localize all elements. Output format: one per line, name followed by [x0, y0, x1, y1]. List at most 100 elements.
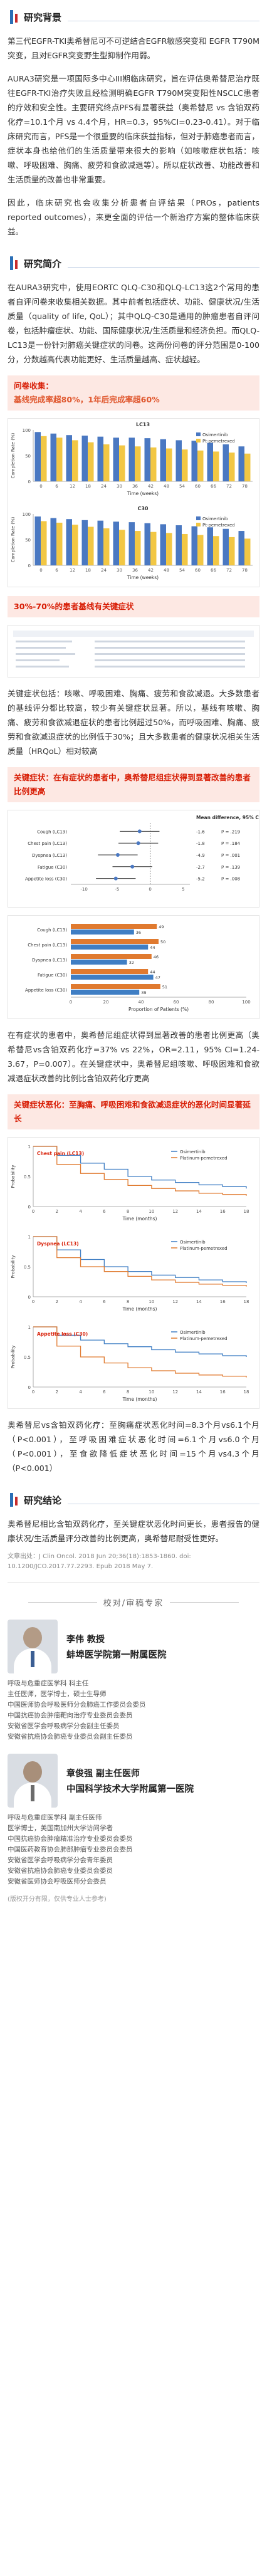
data-label: 50	[160, 940, 165, 945]
series-line	[33, 1146, 247, 1189]
section-rule	[68, 266, 259, 268]
bar	[175, 440, 182, 481]
tick-label: 18	[85, 568, 91, 573]
bar	[113, 521, 119, 565]
category-label: Dyspnea (LC13)	[32, 958, 67, 963]
data-label: 32	[129, 960, 134, 965]
p-value-label: P = .219	[221, 829, 240, 834]
tick-label: 6	[103, 1390, 106, 1395]
section-title: 研究背景	[24, 11, 62, 23]
chart-title: Appetite loss (C30)	[37, 1331, 88, 1337]
bar	[150, 531, 157, 565]
tick-label: 0	[149, 887, 151, 892]
series-line	[33, 1326, 247, 1357]
bar	[71, 975, 154, 980]
tick-label: 60	[195, 568, 201, 573]
chart-title: C30	[137, 506, 148, 511]
bar	[50, 518, 56, 565]
x-axis-label: Time (weeks)	[127, 491, 159, 496]
y-axis-label: Completion Rate (%)	[11, 516, 16, 562]
bar	[238, 531, 244, 565]
tick-label: 0	[39, 484, 42, 489]
legend-label: Osimertinib	[180, 1330, 206, 1335]
bar	[71, 954, 152, 959]
bar	[88, 526, 94, 565]
bar	[166, 448, 172, 481]
category-label: Chest pain (LC13)	[28, 841, 67, 846]
tick-label: 8	[127, 1209, 129, 1214]
data-label: 46	[154, 955, 159, 960]
avatar	[8, 1754, 58, 1808]
tick-label: 16	[220, 1390, 226, 1395]
p-value-label: P = .008	[221, 877, 240, 882]
tick-label: 6	[103, 1299, 106, 1304]
baseline-table-graphic	[13, 631, 254, 668]
tick-label: 0	[28, 1205, 31, 1210]
bar	[113, 437, 119, 481]
bar	[97, 436, 103, 481]
tick-label: 10	[149, 1390, 154, 1395]
legend-label: Osimertinib	[180, 1240, 206, 1245]
bar	[144, 438, 150, 481]
tick-label: 4	[79, 1299, 82, 1304]
bar	[71, 984, 160, 989]
tick-label: 2	[56, 1299, 58, 1304]
x-axis-label: Time (months)	[122, 1306, 157, 1312]
highlight-title: 关键症状：在有症状的患者中，奥希替尼组症状得到显著改善的患者比例更高	[14, 773, 251, 796]
tick-label: 10	[149, 1209, 154, 1214]
bar	[71, 924, 157, 929]
chart-title: Mean difference, 95% CI	[196, 815, 259, 820]
tick-label: 54	[179, 484, 185, 489]
section-header-background: 研究背景	[8, 9, 259, 25]
tick-label: 24	[101, 484, 107, 489]
bar	[72, 440, 78, 481]
baseline-table-figure	[8, 625, 259, 678]
intro-paragraph: 第三代EGFR-TKI奥希替尼可不可逆结合EGFR敏感突变和 EGFR T790…	[8, 36, 259, 60]
highlight-tag-improvement: 关键症状：在有症状的患者中，奥希替尼组症状得到显著改善的患者比例更高	[8, 767, 259, 802]
tick-label: 12	[70, 484, 75, 489]
tick-label: 18	[244, 1209, 249, 1214]
tick-label: 8	[127, 1390, 129, 1395]
intro-paragraph: AURA3研究是一项国际多中心III期临床研究，旨在评估奥希替尼治疗既往EGFR…	[8, 74, 259, 184]
data-label: 39	[141, 990, 146, 995]
category-label: Cough (LC13)	[37, 928, 67, 933]
bar	[119, 445, 125, 481]
tick-label: 0	[32, 1390, 34, 1395]
tick-label: 6	[55, 484, 58, 489]
category-label: Cough (LC13)	[37, 829, 67, 834]
category-label: Chest pain (LC13)	[28, 943, 67, 948]
tick-label: 48	[164, 484, 169, 489]
bar	[229, 453, 235, 481]
y-axis-label: Probability	[11, 1345, 16, 1368]
bar	[244, 453, 251, 481]
tick-label: 72	[226, 568, 232, 573]
highlight-tag-symptoms: 30%-70%的患者基线有关键症状	[8, 596, 259, 617]
data-label: 47	[155, 975, 160, 980]
legend-swatch	[196, 439, 201, 442]
series-line	[33, 1236, 247, 1287]
bar	[244, 538, 251, 565]
footnote: (版权开分有限，仅供专业人士参考)	[8, 1896, 107, 1903]
chart-title: Dyspnea (LC13)	[37, 1241, 79, 1247]
reference-citation: 文章出处：J Clin Oncol. 2018 Jun 20;36(18):18…	[8, 1553, 191, 1570]
tick-label: 0.5	[24, 1355, 31, 1360]
tick-label: 2	[56, 1209, 58, 1214]
category-label: Appetite loss (C30)	[25, 877, 67, 882]
legend-swatch	[196, 432, 201, 436]
tick-label: 14	[196, 1209, 202, 1214]
bar	[223, 528, 229, 565]
bar	[66, 435, 72, 481]
bar	[135, 531, 141, 565]
category-label: Fatigue (C30)	[38, 973, 67, 978]
p-value-label: P = .139	[221, 865, 240, 870]
tick-label: 0	[32, 1299, 34, 1304]
tick-label: 1	[28, 1325, 31, 1330]
section-header-conclusion: 研究结论	[8, 1492, 259, 1508]
bar	[128, 437, 135, 481]
completion-rate-chart-c30: 0 50 100 0 6 12 18 24 30 36 42 48 54 60 66 72 78 C30 Time …	[11, 506, 253, 580]
expert-hospital: 中国科学技术大学附属第一医院	[66, 1784, 194, 1794]
tick-label: 12	[172, 1390, 178, 1395]
bar	[191, 441, 197, 481]
chart-title: Chest pain (LC13)	[37, 1151, 84, 1156]
highlight-subtitle: 基线完成率超80%，1年后完成率超60%	[14, 395, 160, 404]
